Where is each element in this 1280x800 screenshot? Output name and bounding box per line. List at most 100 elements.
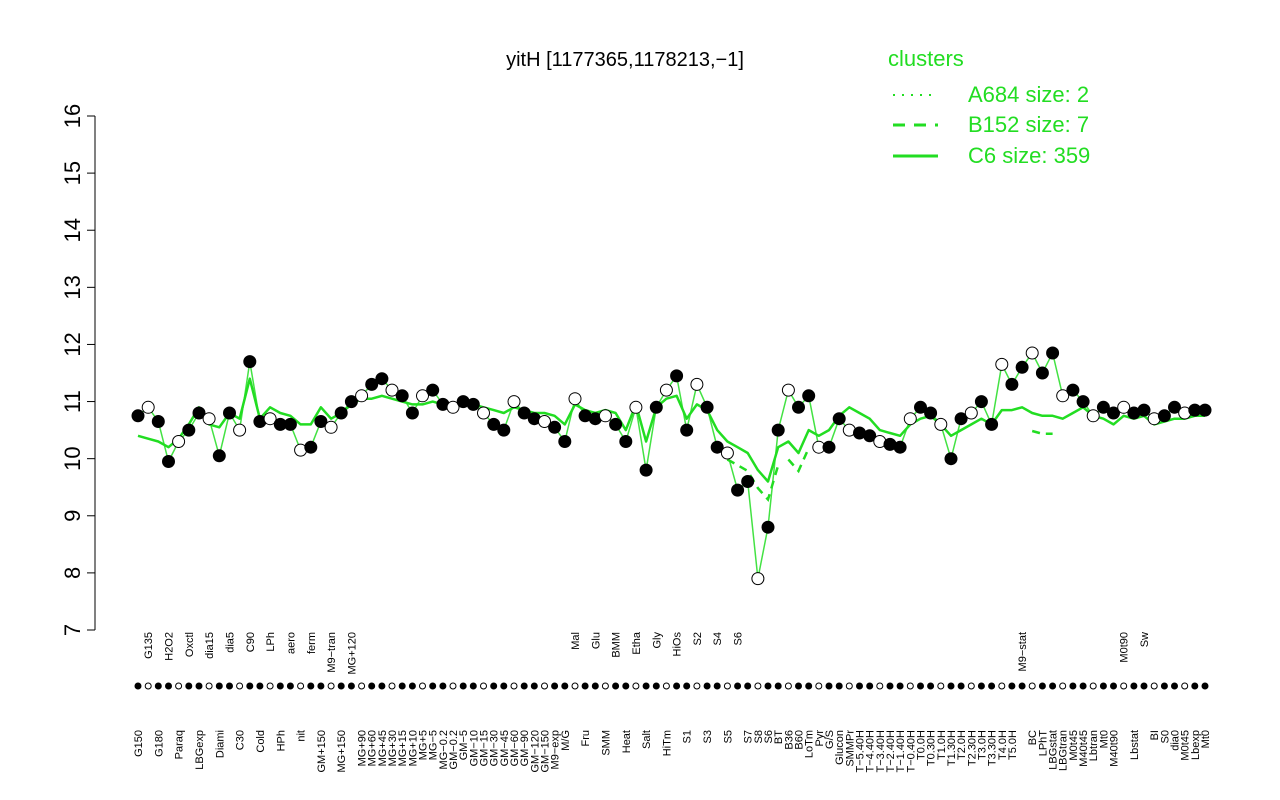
data-point bbox=[1035, 366, 1049, 380]
x-marker bbox=[276, 682, 284, 690]
x-tick-label: T4.0H bbox=[997, 730, 1009, 760]
data-point bbox=[1117, 400, 1131, 414]
x-tick-label: T0.30H bbox=[926, 730, 938, 766]
data-point bbox=[1015, 360, 1029, 374]
x-tick-label: T5.0H bbox=[1007, 730, 1019, 760]
y-tick-label: 16 bbox=[60, 104, 85, 128]
x-marker bbox=[551, 682, 559, 690]
x-marker bbox=[307, 682, 315, 690]
x-marker bbox=[856, 682, 863, 690]
x-tick-label: S3 bbox=[702, 730, 714, 743]
x-marker bbox=[927, 682, 935, 690]
x-tick-label: GM−30 bbox=[489, 730, 501, 766]
x-tick-label: MG+45 bbox=[377, 730, 389, 766]
x-marker bbox=[388, 682, 396, 690]
data-point bbox=[974, 395, 988, 409]
x-marker bbox=[1089, 682, 1097, 690]
data-point bbox=[741, 475, 755, 488]
data-point bbox=[548, 420, 562, 434]
x-tick-label: MG+60 bbox=[367, 730, 379, 766]
data-point bbox=[538, 415, 551, 428]
x-marker bbox=[205, 682, 213, 690]
x-tick-label: MG+150 bbox=[336, 730, 348, 773]
x-marker bbox=[754, 682, 762, 690]
x-marker bbox=[1160, 682, 1168, 690]
x-marker bbox=[378, 682, 386, 690]
x-marker bbox=[947, 682, 955, 690]
x-tick-label: HiOs bbox=[672, 632, 684, 657]
series-line-c6 bbox=[137, 377, 1205, 483]
x-marker bbox=[1069, 682, 1077, 690]
x-marker bbox=[144, 682, 152, 690]
data-point bbox=[964, 406, 978, 420]
x-tick-label: M40t45 bbox=[1078, 730, 1090, 767]
data-point bbox=[629, 400, 643, 414]
x-tick-label: S5 bbox=[722, 730, 734, 743]
x-marker bbox=[1201, 682, 1209, 690]
data-point bbox=[497, 423, 511, 437]
x-tick-label: S2 bbox=[692, 632, 704, 645]
y-axis: 7 8 9 10 11 12 13 14 15 16 bbox=[60, 104, 96, 636]
data-point bbox=[233, 423, 247, 437]
x-tick-label: dia15 bbox=[204, 632, 216, 659]
y-tick-label: 15 bbox=[60, 161, 85, 185]
x-tick-label: Heat bbox=[621, 730, 633, 753]
x-tick-label: SMM bbox=[600, 730, 612, 756]
x-tick-label: M9−exp bbox=[550, 730, 562, 769]
x-marker bbox=[154, 682, 162, 690]
x-marker bbox=[317, 682, 325, 690]
x-marker bbox=[652, 682, 660, 690]
x-tick-label: S0 bbox=[1159, 730, 1171, 743]
legend: clusters A684 size: 2 B152 size: 7 C6 si… bbox=[888, 46, 1090, 168]
data-point bbox=[771, 423, 785, 437]
x-tick-label: ferm bbox=[306, 632, 318, 654]
x-marker bbox=[774, 682, 782, 690]
x-marker bbox=[429, 682, 437, 690]
x-tick-label: Cold bbox=[255, 730, 267, 753]
x-tick-label: LPhT bbox=[1037, 730, 1049, 757]
x-marker bbox=[886, 682, 894, 690]
x-tick-label: Lbexp bbox=[1190, 730, 1202, 760]
x-marker bbox=[266, 682, 274, 690]
x-marker bbox=[337, 682, 345, 690]
chart-title: yitH [1177365,1178213,−1] bbox=[506, 49, 744, 71]
x-tick-label: dia5 bbox=[225, 632, 237, 653]
x-tick-label: S7 bbox=[743, 730, 755, 743]
x-marker bbox=[1018, 682, 1026, 690]
data-point bbox=[477, 406, 490, 420]
y-tick-label: 12 bbox=[60, 332, 85, 356]
x-marker bbox=[368, 682, 376, 690]
x-tick-label: M/G bbox=[560, 730, 572, 751]
x-marker bbox=[632, 682, 640, 690]
data-point bbox=[893, 440, 907, 454]
data-point bbox=[649, 400, 663, 414]
data-point bbox=[700, 400, 714, 414]
x-tick-label: T−1.40H bbox=[895, 730, 907, 773]
x-tick-label: LBGtran bbox=[1058, 730, 1070, 771]
x-marker bbox=[530, 682, 538, 690]
x-marker bbox=[642, 682, 650, 690]
y-tick-label: 10 bbox=[60, 446, 85, 470]
x-tick-label: HiTm bbox=[661, 730, 673, 756]
data-point bbox=[1005, 377, 1019, 391]
data-point bbox=[223, 406, 236, 420]
x-tick-label: GM−45 bbox=[499, 730, 511, 766]
data-point bbox=[304, 440, 318, 454]
x-marker bbox=[347, 682, 355, 690]
x-tick-label: Lbstat bbox=[1129, 730, 1141, 760]
x-tick-label: S8 bbox=[753, 730, 765, 743]
x-tick-label: GM−120 bbox=[529, 730, 541, 773]
x-tick-label: T3.30H bbox=[987, 730, 999, 766]
x-marker bbox=[480, 682, 487, 690]
x-marker bbox=[612, 682, 620, 690]
data-point bbox=[720, 446, 734, 460]
x-tick-label: B60 bbox=[794, 730, 806, 750]
data-point bbox=[1086, 409, 1100, 423]
x-marker bbox=[1028, 682, 1036, 690]
data-point bbox=[832, 412, 846, 426]
x-tick-label: aero bbox=[285, 632, 297, 654]
x-marker bbox=[1140, 682, 1148, 690]
x-marker bbox=[1150, 682, 1158, 690]
data-point bbox=[405, 406, 419, 420]
